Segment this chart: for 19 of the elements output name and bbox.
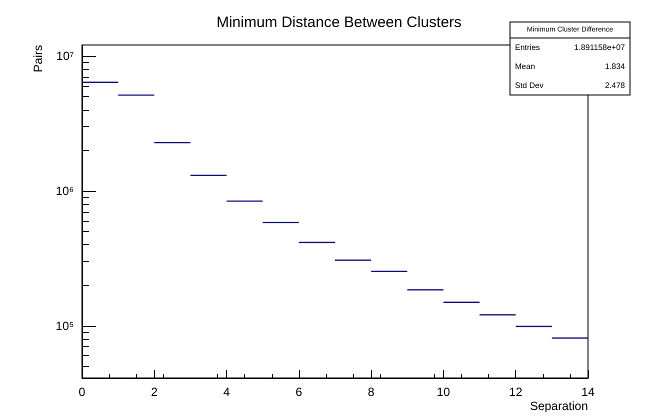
x-tick-label: 14 — [581, 385, 595, 399]
x-tick-label: 12 — [509, 385, 523, 399]
text: 2.478 — [604, 81, 626, 90]
y-tick-label: 10⁵ — [56, 318, 74, 333]
y-tick-label: 10⁶ — [56, 184, 74, 198]
x-tick-label: 6 — [296, 385, 303, 399]
x-tick-label: 2 — [150, 385, 158, 399]
annotation: Entries — [515, 43, 540, 52]
annotation: 1.891158e+07 — [574, 43, 626, 52]
text: 1.834 — [604, 62, 626, 71]
chart-title: Minimum Distance Between Clusters — [216, 14, 462, 31]
x-tick-label: 8 — [368, 385, 375, 399]
y-tick-label: 10⁷ — [56, 49, 74, 64]
annotation: Std Dev — [515, 81, 544, 90]
x-tick-label: 4 — [223, 385, 230, 399]
x-tick-label: 0 — [78, 385, 86, 399]
annotation: Mean — [515, 62, 536, 71]
y-axis-title: Pairs — [31, 45, 45, 72]
x-tick-label: 10 — [436, 385, 450, 399]
